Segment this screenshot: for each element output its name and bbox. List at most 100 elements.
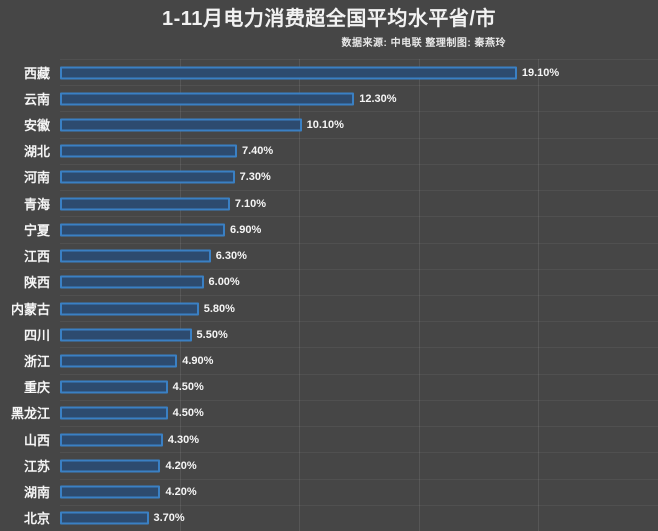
bar-track: 4.50% [60, 399, 658, 426]
chart-row: 江苏 4.20% [0, 452, 658, 478]
category-label: 安徽 [23, 118, 50, 134]
bar [60, 144, 237, 158]
bar [60, 380, 168, 394]
category-label: 四川 [23, 327, 50, 343]
bar-track: 5.80% [60, 294, 658, 321]
bar-track: 6.30% [60, 242, 658, 269]
chart-row: 内蒙古 5.80% [0, 294, 658, 321]
bar [60, 223, 226, 237]
bar [60, 118, 302, 132]
category-label: 陕西 [23, 275, 50, 291]
bar-track: 7.10% [60, 190, 658, 216]
grid-overlay [60, 59, 658, 531]
bar-track: 4.90% [60, 347, 658, 373]
value-label: 5.80% [203, 302, 235, 315]
value-label: 7.30% [239, 171, 271, 184]
chart-row: 山西 4.30% [0, 426, 658, 452]
chart-row: 西藏 19.10% [0, 59, 658, 85]
chart-row: 湖北 7.40% [0, 137, 658, 164]
category-label: 青海 [23, 196, 50, 212]
chart-row: 浙江 4.90% [0, 347, 658, 373]
chart-row: 河南 7.30% [0, 163, 658, 190]
bar [60, 302, 199, 316]
category-label: 西藏 [23, 65, 50, 81]
category-label: 黑龙江 [10, 406, 50, 422]
bar-track: 4.20% [60, 478, 658, 505]
chart-row: 安徽 10.10% [0, 111, 658, 137]
vertical-gridline [299, 59, 301, 531]
value-label: 7.40% [242, 145, 274, 158]
chart-row: 陕西 6.00% [0, 268, 658, 295]
value-label: 4.20% [165, 486, 197, 499]
chart-title: 1-11月电力消费超全国平均水平省/市 [162, 8, 496, 30]
bar [60, 170, 235, 184]
bar-track: 6.00% [60, 268, 658, 295]
bar-track: 7.40% [60, 137, 658, 164]
value-label: 6.30% [215, 250, 247, 263]
category-label: 内蒙古 [10, 301, 50, 317]
category-label: 北京 [23, 511, 50, 527]
bar [60, 511, 149, 525]
value-label: 10.10% [306, 119, 344, 132]
bar [60, 406, 168, 420]
bar [60, 354, 178, 368]
value-label: 5.50% [196, 328, 228, 341]
category-label: 河南 [23, 170, 50, 186]
bar [60, 485, 161, 499]
category-label: 湖北 [23, 144, 50, 160]
value-label: 4.30% [167, 433, 200, 446]
bar-track: 6.90% [60, 216, 658, 242]
value-label: 4.50% [172, 407, 204, 420]
chart-row: 北京 3.70% [0, 504, 658, 531]
chart-header: 1-11月电力消费超全国平均水平省/市 数据来源: 中电联 整理制图: 秦燕玲 [0, 0, 658, 49]
vertical-gridline [418, 59, 420, 531]
bar-track: 3.70% [60, 504, 658, 531]
bar-track: 12.30% [60, 85, 658, 111]
category-label: 重庆 [23, 380, 50, 396]
source-note: 数据来源: 中电联 整理制图: 秦燕玲 [341, 38, 506, 49]
category-label: 宁夏 [23, 222, 50, 238]
chart-row: 宁夏 6.90% [0, 216, 658, 242]
category-label: 江西 [23, 249, 50, 265]
bar [60, 197, 230, 211]
bar-track: 10.10% [60, 111, 658, 137]
category-label: 江苏 [23, 458, 50, 474]
bar [60, 66, 517, 80]
value-label: 4.20% [165, 459, 197, 472]
value-label: 6.00% [208, 276, 240, 289]
bar [60, 328, 192, 342]
bar [60, 92, 355, 106]
chart-row: 湖南 4.20% [0, 478, 658, 505]
category-label: 山西 [23, 432, 50, 448]
value-label: 7.10% [234, 197, 267, 210]
bar [60, 249, 211, 263]
bar-track: 7.30% [60, 163, 658, 190]
bar-track: 4.20% [60, 452, 658, 478]
value-label: 4.50% [172, 381, 204, 394]
value-label: 19.10% [521, 66, 560, 79]
bar-chart: 西藏 19.10% 云南 12.30% 安徽 10.10% 湖北 7.40% 河南 7.30% 青海… [0, 59, 658, 531]
bar [60, 433, 163, 447]
bar [60, 275, 204, 289]
chart-row: 四川 5.50% [0, 321, 658, 347]
chart-row: 江西 6.30% [0, 242, 658, 269]
bar-track: 4.30% [60, 426, 658, 452]
value-label: 3.70% [153, 512, 185, 525]
chart-row: 青海 7.10% [0, 190, 658, 216]
chart-row: 云南 12.30% [0, 85, 658, 111]
vertical-gridline [179, 59, 181, 531]
chart-row: 重庆 4.50% [0, 373, 658, 400]
value-label: 12.30% [359, 92, 397, 105]
bar-track: 4.50% [60, 373, 658, 400]
value-label: 6.90% [230, 223, 262, 236]
category-label: 云南 [23, 91, 50, 107]
bar-track: 5.50% [60, 321, 658, 347]
category-label: 浙江 [23, 354, 50, 370]
chart-row: 黑龙江 4.50% [0, 399, 658, 426]
bar [60, 459, 161, 473]
bar-track: 19.10% [60, 59, 658, 85]
category-label: 湖南 [23, 485, 50, 501]
value-label: 4.90% [182, 355, 214, 368]
bar-chart-rows: 西藏 19.10% 云南 12.30% 安徽 10.10% 湖北 7.40% 河南 7.30% 青海… [0, 59, 658, 531]
